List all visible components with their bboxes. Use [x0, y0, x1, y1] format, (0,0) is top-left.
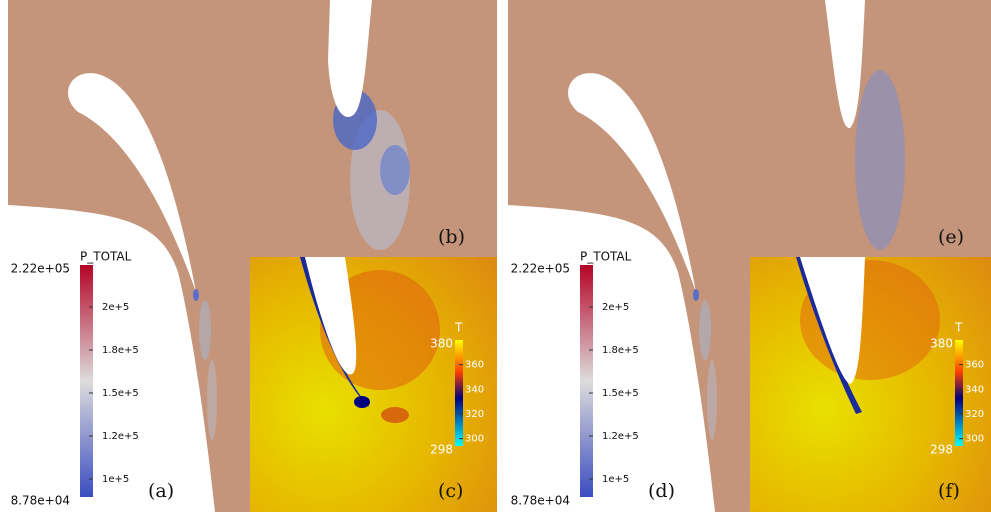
panel-label: (b) — [438, 226, 465, 248]
colorbar-min-label: 298 — [930, 443, 953, 457]
panel-label: (d) — [648, 480, 675, 502]
colorbar-max-label: 380 — [430, 337, 453, 351]
colorbar-tick-label: 1.5e+5 — [102, 388, 139, 399]
colorbar-tick-label: 320 — [965, 409, 984, 420]
colorbar-tick-label: 1.8e+5 — [102, 345, 139, 356]
colorbar-title: P_TOTAL — [80, 250, 132, 264]
colorbar-tick-label: 1e+5 — [602, 474, 629, 485]
colorbar — [455, 340, 463, 446]
colorbar-title: T — [954, 321, 963, 335]
colorbar-tick-label: 1.2e+5 — [602, 431, 639, 442]
colorbar-tick-label: 1.5e+5 — [602, 388, 639, 399]
colorbar-tick-label: 340 — [465, 384, 484, 395]
colorbar-max-label: 380 — [930, 337, 953, 351]
colorbar-title: P_TOTAL — [580, 250, 632, 264]
colorbar-tick-label: 1.2e+5 — [102, 431, 139, 442]
colorbar-tick-label: 320 — [465, 409, 484, 420]
panel-b-field — [250, 0, 497, 257]
colorbar — [955, 340, 963, 446]
colorbar-max-label: 2.22e+05 — [511, 262, 570, 276]
colorbar-tick-label: 340 — [965, 384, 984, 395]
colorbar-min-label: 8.78e+04 — [511, 494, 570, 508]
colorbar-max-label: 2.22e+05 — [11, 262, 70, 276]
colorbar-min-label: 298 — [430, 443, 453, 457]
panel-label: (e) — [938, 226, 964, 248]
colorbar-tick-label: 360 — [465, 360, 484, 371]
colorbar — [80, 265, 93, 497]
colorbar-title: T — [454, 321, 463, 335]
panel-f-field — [750, 257, 991, 512]
colorbar-tick-label: 2e+5 — [102, 302, 129, 313]
panel-label: (c) — [438, 480, 463, 502]
panel-e-field — [750, 0, 991, 257]
colorbar-tick-label: 1e+5 — [102, 474, 129, 485]
colorbar-tick-label: 300 — [965, 434, 984, 445]
colorbar — [580, 265, 593, 497]
colorbar-tick-label: 2e+5 — [602, 302, 629, 313]
colorbar-tick-label: 300 — [465, 434, 484, 445]
panel-label: (f) — [938, 480, 960, 502]
colorbar-tick-label: 1.8e+5 — [602, 345, 639, 356]
panel-label: (a) — [148, 480, 174, 502]
colorbar-min-label: 8.78e+04 — [11, 494, 70, 508]
colorbar-tick-label: 360 — [965, 360, 984, 371]
